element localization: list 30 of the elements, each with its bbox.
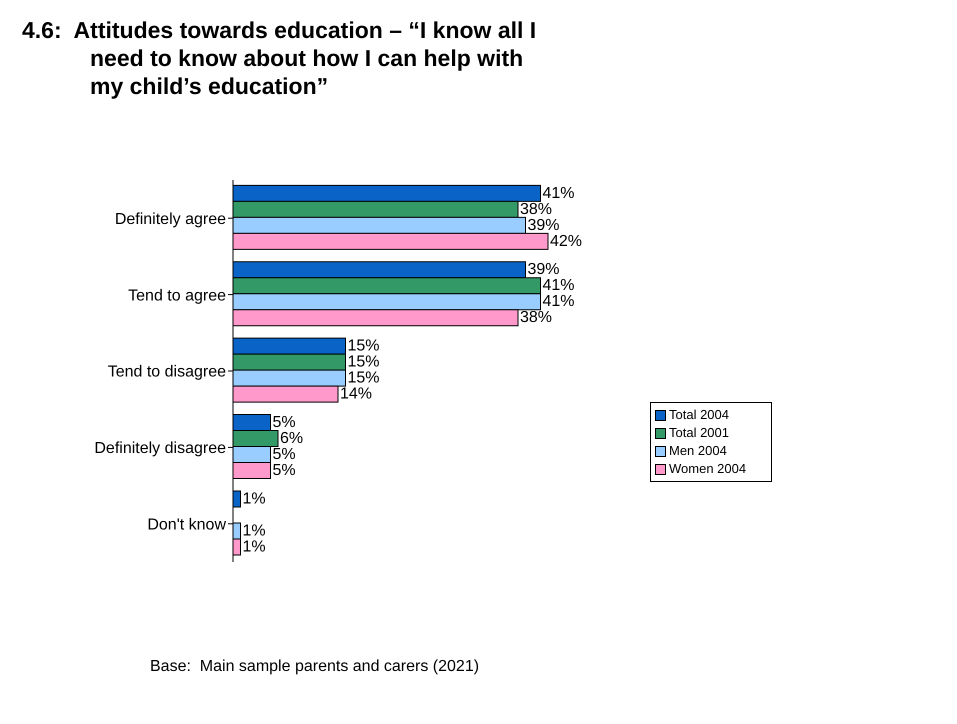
- data-label: 42%: [550, 232, 582, 250]
- data-label: 1%: [242, 490, 266, 508]
- data-label: 5%: [272, 446, 296, 464]
- data-label: 39%: [528, 216, 560, 234]
- data-label: 38%: [520, 200, 552, 218]
- data-label: 1%: [242, 538, 266, 556]
- y-tick-label: Don't know: [147, 516, 226, 534]
- legend-label: Total 2001: [669, 424, 729, 442]
- chart-title: 4.6: Attitudes towards education – “I know all I need to know about how I can help with my child’s education”: [22, 16, 538, 100]
- data-label: 1%: [242, 522, 266, 540]
- data-label: 15%: [348, 370, 380, 387]
- text: Base: Main sample parents and carers (2021): [150, 658, 480, 676]
- legend-label: Men 2004: [669, 442, 727, 460]
- data-label: 14%: [340, 386, 372, 403]
- y-tick-label: Tend to agree: [128, 287, 226, 304]
- data-label: 5%: [272, 414, 296, 432]
- data-label: 39%: [528, 261, 560, 278]
- data-label: 6%: [280, 430, 304, 448]
- legend-label: Total 2004: [669, 406, 729, 424]
- data-label: 15%: [348, 338, 380, 355]
- y-tick-label: Definitely disagree: [94, 440, 226, 458]
- y-tick-label: Definitely agree: [114, 210, 226, 228]
- data-label: 41%: [542, 277, 575, 294]
- data-label: 41%: [542, 293, 575, 310]
- data-label: 15%: [348, 354, 380, 371]
- data-label: 5%: [272, 462, 296, 480]
- y-tick-label: Tend to disagree: [108, 364, 226, 381]
- data-label: 41%: [542, 184, 575, 202]
- data-label: 38%: [520, 309, 552, 326]
- legend-label: Women 2004: [669, 460, 746, 478]
